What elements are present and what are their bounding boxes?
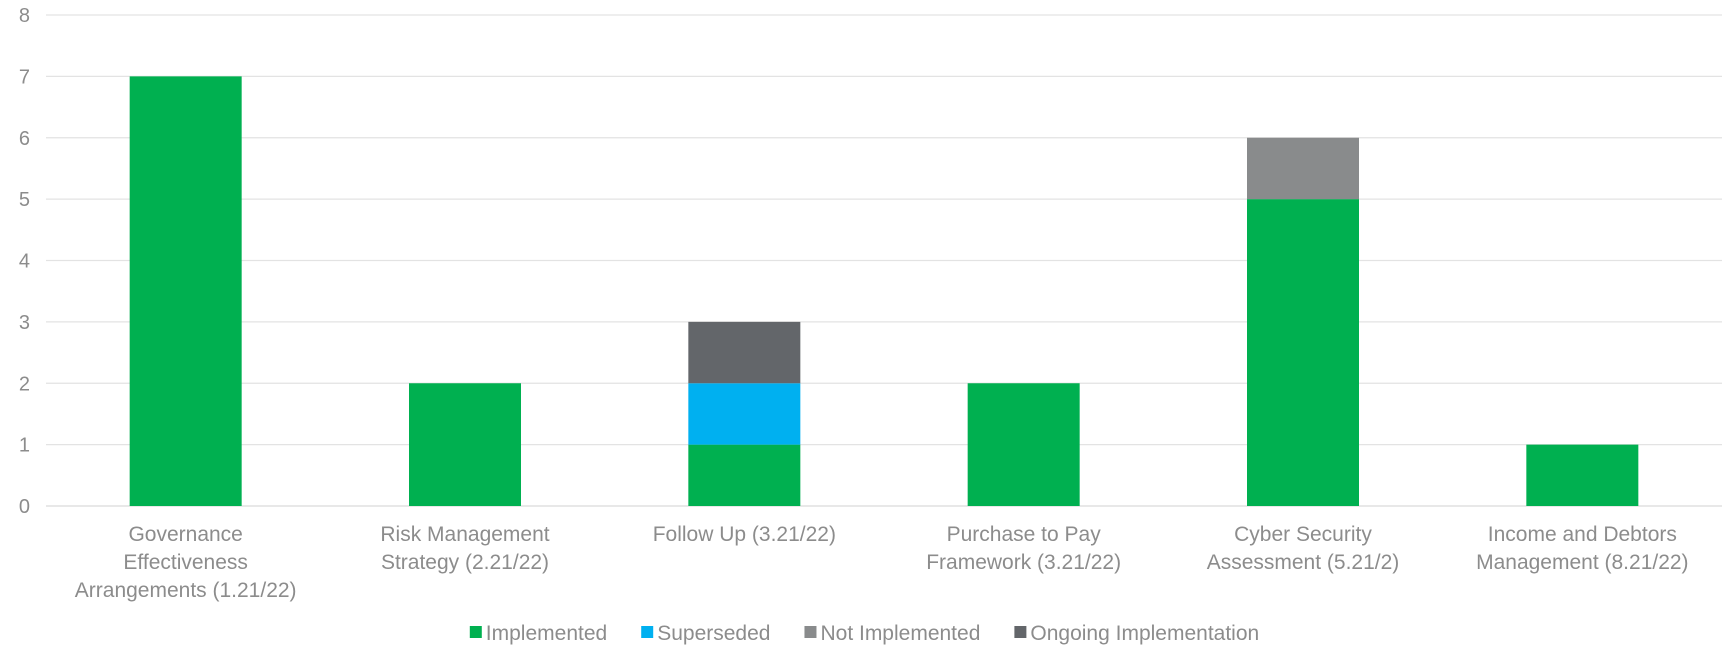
bars bbox=[129, 76, 1639, 506]
y-tick-label: 4 bbox=[19, 251, 30, 273]
category-label-line: Governance bbox=[128, 523, 242, 546]
category-label-line: Risk Management bbox=[380, 523, 549, 546]
legend-item: Implemented bbox=[469, 622, 607, 645]
legend: Implemented Superseded Not Implemented Ongo… bbox=[469, 622, 1259, 645]
y-tick-label: 0 bbox=[19, 496, 30, 518]
legend-swatch bbox=[804, 626, 817, 638]
legend-swatch bbox=[1014, 626, 1027, 638]
y-tick-label: 7 bbox=[19, 66, 30, 88]
x-axis-labels: Governance Effectiveness Arrangements (1.2… bbox=[75, 523, 1689, 602]
legend-swatch bbox=[641, 626, 654, 638]
category-label-line: Follow Up (3.21/22) bbox=[653, 523, 836, 546]
bar-segment-not-implemented bbox=[1247, 137, 1359, 200]
legend-swatch bbox=[469, 626, 482, 638]
category-label-line: Framework (3.21/22) bbox=[926, 551, 1121, 574]
bar-segment-implemented bbox=[967, 383, 1080, 506]
y-tick-label: 2 bbox=[19, 373, 30, 395]
category-label: Follow Up (3.21/22) bbox=[653, 523, 836, 546]
legend-label: Ongoing Implementation bbox=[1030, 622, 1259, 645]
bar-segment-implemented bbox=[409, 383, 521, 506]
category-label-line: Effectiveness bbox=[123, 551, 248, 574]
category-label-line: Purchase to Pay bbox=[947, 523, 1102, 546]
category-label: Risk Management Strategy (2.21/22) bbox=[380, 523, 549, 574]
gridlines bbox=[46, 14, 1722, 507]
bar-segment-superseded bbox=[688, 383, 801, 445]
category-label-line: Cyber Security bbox=[1234, 523, 1372, 546]
y-tick-label: 6 bbox=[19, 128, 30, 150]
y-tick-label: 8 bbox=[19, 5, 30, 27]
legend-item: Not Implemented bbox=[804, 622, 980, 645]
category-label: Purchase to Pay Framework (3.21/22) bbox=[926, 523, 1121, 574]
legend-item: Ongoing Implementation bbox=[1014, 622, 1259, 645]
category-label: Cyber Security Assessment (5.21/2) bbox=[1207, 523, 1400, 574]
y-axis-ticks: 0 1 2 3 4 5 6 7 8 bbox=[19, 5, 30, 518]
category-label-line: Assessment (5.21/2) bbox=[1207, 551, 1400, 574]
legend-item: Superseded bbox=[641, 622, 770, 645]
legend-label: Implemented bbox=[486, 622, 607, 645]
category-label-line: Income and Debtors bbox=[1488, 523, 1677, 546]
category-label-line: Strategy (2.21/22) bbox=[381, 551, 549, 574]
bar-segment-implemented bbox=[1247, 199, 1359, 506]
category-label: Governance Effectiveness Arrangements (1.2… bbox=[75, 523, 297, 602]
bar-segment-implemented bbox=[1526, 444, 1639, 506]
category-label-line: Management (8.21/22) bbox=[1476, 551, 1688, 574]
category-label: Income and Debtors Management (8.21/22) bbox=[1476, 523, 1688, 574]
y-tick-label: 5 bbox=[19, 189, 30, 211]
legend-label: Not Implemented bbox=[820, 622, 980, 645]
y-tick-label: 3 bbox=[19, 312, 30, 334]
bar-segment-ongoing-implementation bbox=[688, 321, 801, 384]
legend-label: Superseded bbox=[657, 622, 770, 645]
bar-segment-implemented bbox=[688, 444, 801, 506]
y-tick-label: 1 bbox=[19, 435, 30, 457]
category-label-line: Arrangements (1.21/22) bbox=[75, 579, 297, 602]
bar-segment-implemented bbox=[129, 76, 242, 506]
